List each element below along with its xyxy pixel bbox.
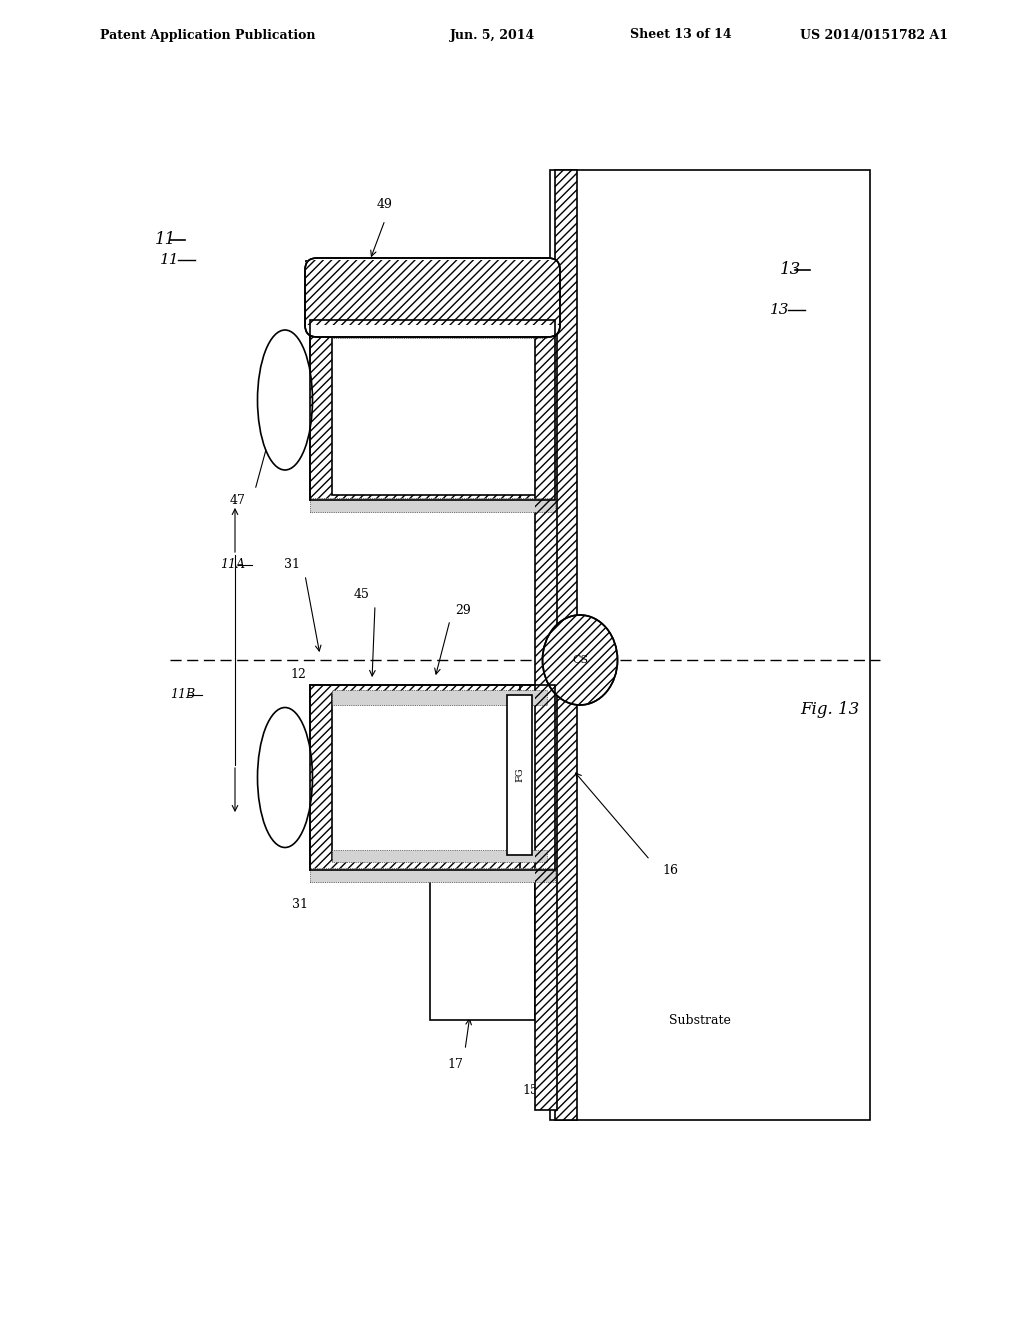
Text: 16: 16 [662,863,678,876]
Bar [310,869,555,882]
Text: 11B: 11B [170,689,196,701]
Bar [535,310,557,1110]
Ellipse shape [257,708,312,847]
Bar [507,696,532,855]
Text: 25: 25 [337,413,353,426]
Bar [310,685,555,870]
Text: FG: FG [515,768,524,783]
Ellipse shape [543,615,617,705]
Text: Jun. 5, 2014: Jun. 5, 2014 [450,29,536,41]
Bar [520,685,555,870]
Bar [555,170,577,1119]
Text: 15: 15 [522,1084,538,1097]
Text: 13: 13 [780,261,801,279]
Text: 11: 11 [160,253,179,267]
Text: 23: 23 [427,774,443,787]
Bar [332,690,547,705]
FancyBboxPatch shape [305,257,560,337]
Bar [332,850,547,862]
Bar [310,319,555,500]
Text: 11: 11 [155,231,176,248]
Text: Sheet 13 of 14: Sheet 13 of 14 [630,29,731,41]
Text: 25: 25 [337,793,353,807]
Bar [310,685,555,870]
Text: 11A: 11A [220,558,245,572]
Text: 13: 13 [770,304,790,317]
Text: 45: 45 [354,589,370,602]
Bar [310,685,555,870]
Text: 47: 47 [229,494,245,507]
Bar [332,323,547,338]
Bar [310,319,555,500]
Bar [430,870,535,1020]
Text: 49: 49 [377,198,393,211]
Bar [550,170,870,1119]
Text: Substrate: Substrate [669,1014,731,1027]
Bar [332,696,547,861]
Bar [305,260,560,325]
Text: US 2014/0151782 A1: US 2014/0151782 A1 [800,29,948,41]
Text: Fig. 13: Fig. 13 [801,701,859,718]
Bar [535,310,557,1110]
Text: 31: 31 [292,899,308,912]
Bar [310,498,555,512]
Text: 12: 12 [290,668,306,681]
Ellipse shape [257,330,312,470]
Bar [310,319,555,500]
Text: CS: CS [572,655,588,665]
Text: 23: 23 [427,399,443,412]
Text: 31: 31 [284,558,300,572]
Text: Patent Application Publication: Patent Application Publication [100,29,315,41]
Bar [332,330,547,495]
Bar [555,170,577,1119]
Text: 29: 29 [455,603,471,616]
Bar [520,319,555,500]
Text: 17: 17 [447,1059,463,1072]
